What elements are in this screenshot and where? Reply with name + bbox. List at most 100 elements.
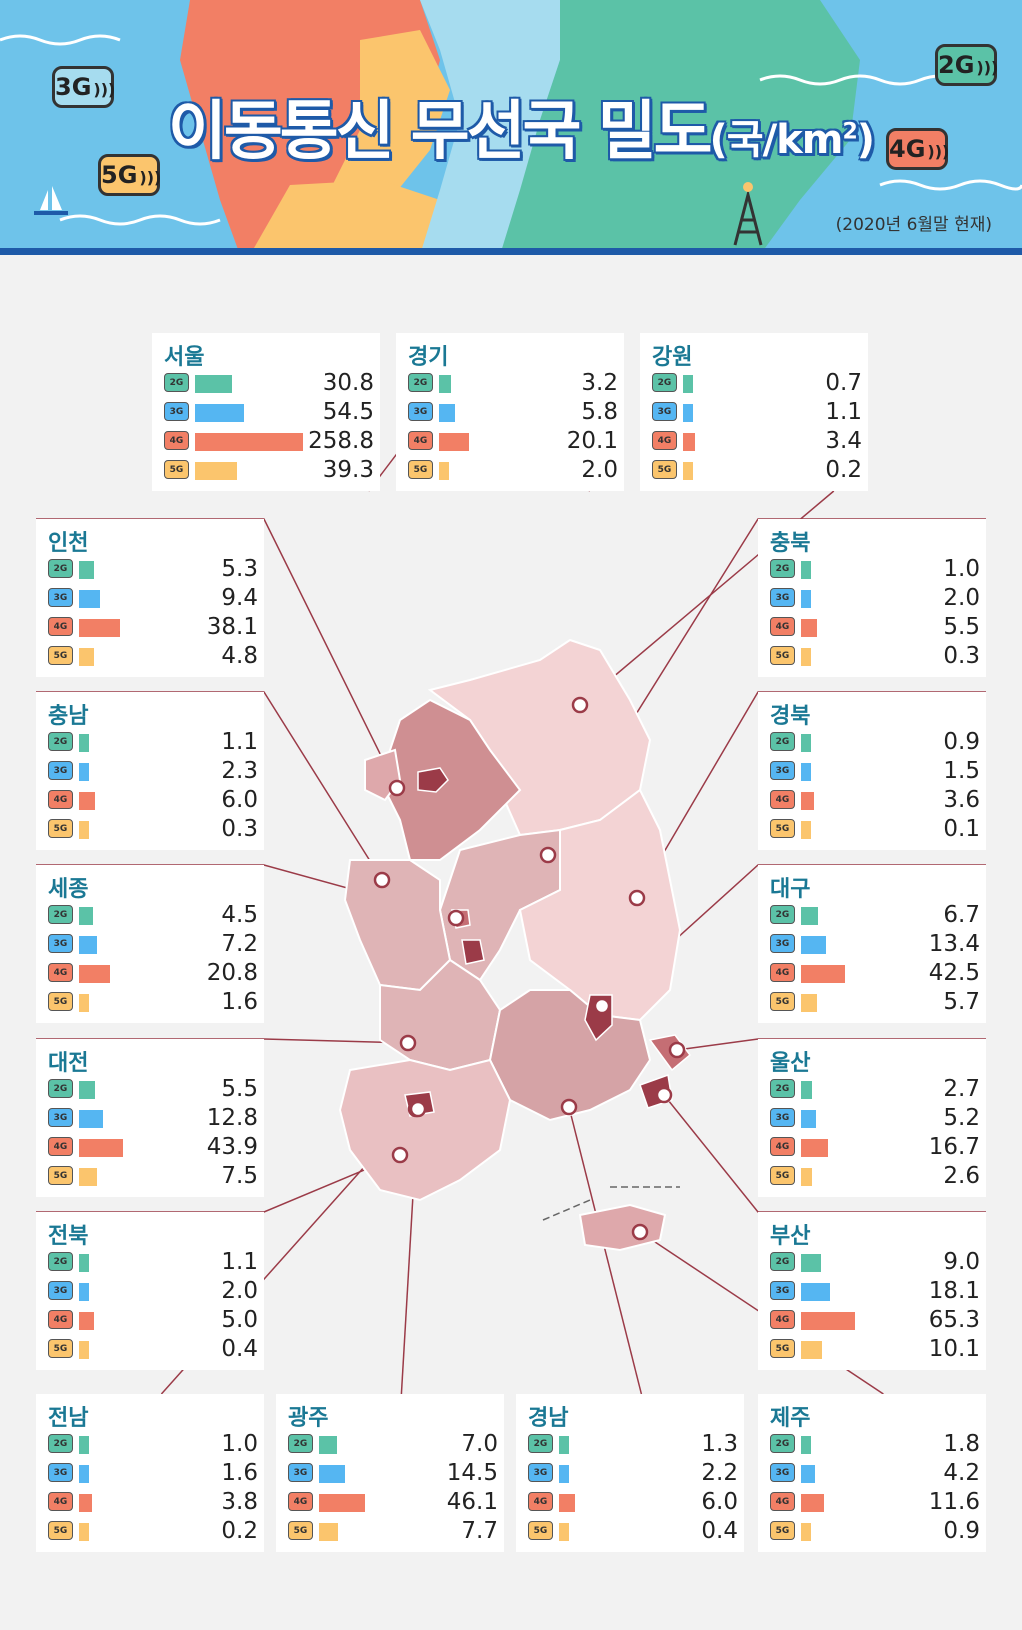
density-bar <box>801 1436 811 1454</box>
bar-row: 3G 5.2 <box>770 1106 980 1130</box>
generation-chip: 5G <box>164 460 189 479</box>
region-gyeonggi <box>378 698 522 861</box>
bar-row: 2G 30.8 <box>164 371 374 395</box>
badge-4g: 4G))) <box>886 128 949 170</box>
density-value: 2.6 <box>943 1163 980 1189</box>
generation-chip: 4G <box>528 1492 553 1511</box>
density-bar <box>801 619 817 637</box>
region-gyeongbuk <box>518 788 682 1022</box>
density-bar <box>79 1283 89 1301</box>
generation-chip: 3G <box>48 1463 73 1482</box>
density-bar <box>801 1168 812 1186</box>
region-panel: 전남 2G 1.0 3G 1.6 4G 3.8 5G 0.2 <box>36 1394 264 1552</box>
density-bar <box>79 1494 92 1512</box>
bar-row: 2G 9.0 <box>770 1250 980 1274</box>
bar-row: 3G 4.2 <box>770 1461 980 1485</box>
region-jeonnam <box>338 1058 512 1202</box>
density-value: 5.5 <box>221 1076 258 1102</box>
bar-row: 4G 5.0 <box>48 1308 258 1332</box>
region-panel: 충남 2G 1.1 3G 2.3 4G 6.0 5G 0.3 <box>36 692 264 850</box>
location-dot <box>391 1146 409 1164</box>
generation-chip: 5G <box>770 819 795 838</box>
location-dot <box>593 997 611 1015</box>
generation-chip: 5G <box>770 992 795 1011</box>
density-bar <box>801 994 817 1012</box>
density-bar <box>79 821 89 839</box>
title-main: 이동통신 무선국 밀도 <box>168 95 712 169</box>
bar-row: 3G 12.8 <box>48 1106 258 1130</box>
page-title: 이동통신 무선국 밀도(국/km2) <box>168 80 888 172</box>
bar-row: 4G 38.1 <box>48 615 258 639</box>
density-value: 65.3 <box>928 1307 980 1333</box>
density-bar <box>79 1312 94 1330</box>
generation-chip: 4G <box>770 1310 795 1329</box>
bar-row: 3G 7.2 <box>48 932 258 956</box>
density-value: 5.3 <box>221 556 258 582</box>
generation-chip: 3G <box>770 934 795 953</box>
density-value: 0.9 <box>943 729 980 755</box>
region-name: 경북 <box>770 704 811 729</box>
bar-row: 3G 9.4 <box>48 586 258 610</box>
region-name: 세종 <box>48 877 89 902</box>
region-panel: 세종 2G 4.5 3G 7.2 4G 20.8 5G 1.6 <box>36 865 264 1023</box>
generation-chip: 5G <box>48 1166 73 1185</box>
density-value: 3.6 <box>943 787 980 813</box>
density-bar <box>79 763 90 781</box>
generation-chip: 5G <box>652 460 677 479</box>
density-bar <box>801 821 811 839</box>
bar-row: 4G 20.1 <box>408 429 618 453</box>
bar-row: 2G 0.7 <box>652 371 862 395</box>
region-panel: 경남 2G 1.3 3G 2.2 4G 6.0 5G 0.4 <box>516 1394 744 1552</box>
density-bar <box>79 907 94 925</box>
location-dot <box>668 1041 686 1059</box>
density-value: 2.7 <box>943 1076 980 1102</box>
density-value: 3.4 <box>825 428 862 454</box>
bar-row: 4G 3.8 <box>48 1490 258 1514</box>
density-value: 1.1 <box>221 1249 258 1275</box>
location-dot <box>571 696 589 714</box>
bar-row: 3G 1.6 <box>48 1461 258 1485</box>
density-value: 0.7 <box>825 370 862 396</box>
density-bar <box>801 1312 856 1330</box>
density-bar <box>195 462 237 480</box>
bar-row: 5G 0.3 <box>48 817 258 841</box>
bar-row: 2G 2.7 <box>770 1077 980 1101</box>
region-jeju <box>578 1203 667 1252</box>
location-dot <box>388 779 406 797</box>
region-panel: 경북 2G 0.9 3G 1.5 4G 3.6 5G 0.1 <box>758 692 986 850</box>
density-value: 0.3 <box>221 816 258 842</box>
density-value: 3.2 <box>581 370 618 396</box>
region-name: 대전 <box>48 1051 89 1076</box>
bar-row: 5G 7.7 <box>288 1519 498 1543</box>
density-bar <box>559 1465 569 1483</box>
generation-chip: 4G <box>288 1492 313 1511</box>
generation-chip: 2G <box>770 559 795 578</box>
header-banner: 3G))) 5G))) 2G))) 4G))) 이동통신 무선국 밀도(국/km… <box>0 0 1022 255</box>
bar-row: 5G 2.0 <box>408 458 618 482</box>
bar-row: 5G 7.5 <box>48 1164 258 1188</box>
generation-chip: 3G <box>164 402 189 421</box>
density-value: 1.8 <box>943 1431 980 1457</box>
generation-chip: 4G <box>48 1137 73 1156</box>
bar-row: 5G 4.8 <box>48 644 258 668</box>
density-value: 5.0 <box>221 1307 258 1333</box>
region-name: 충남 <box>48 704 89 729</box>
bar-row: 2G 1.1 <box>48 730 258 754</box>
generation-chip: 5G <box>408 460 433 479</box>
density-value: 1.3 <box>701 1431 738 1457</box>
density-value: 20.1 <box>566 428 618 454</box>
density-value: 6.0 <box>701 1489 738 1515</box>
density-bar <box>801 1341 823 1359</box>
density-bar <box>559 1436 569 1454</box>
generation-chip: 5G <box>770 1166 795 1185</box>
date-note: (2020년 6월말 현재) <box>835 215 992 235</box>
region-panel: 인천 2G 5.3 3G 9.4 4G 38.1 5G 4.8 <box>36 519 264 677</box>
bar-row: 4G 65.3 <box>770 1308 980 1332</box>
location-dot <box>539 846 557 864</box>
generation-chip: 2G <box>48 1252 73 1271</box>
density-bar <box>79 619 121 637</box>
density-value: 2.0 <box>221 1278 258 1304</box>
location-dot <box>631 1223 649 1241</box>
density-bar <box>801 561 811 579</box>
density-bar <box>801 734 811 752</box>
